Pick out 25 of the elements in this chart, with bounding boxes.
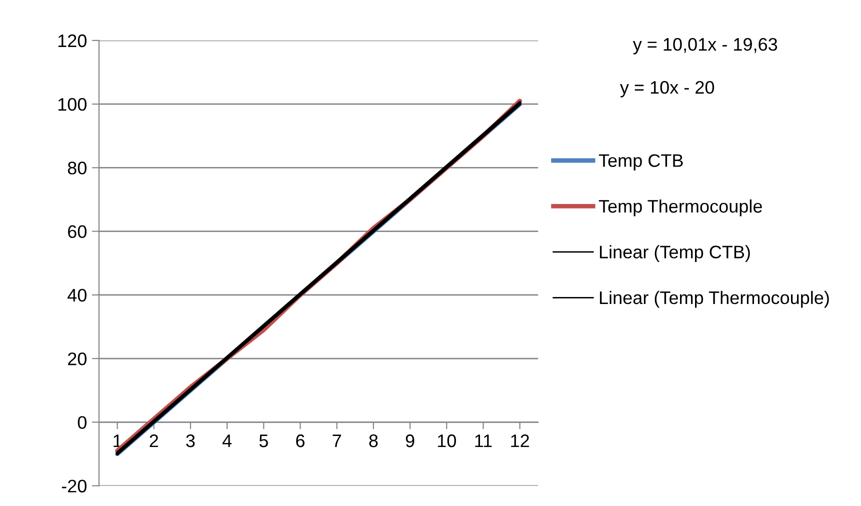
- text: y = 10x - 20: [620, 81, 714, 98]
- x-tick-label: 8: [369, 434, 378, 448]
- x-tick-label: 6: [296, 434, 304, 448]
- y-tick-label: 120: [58, 34, 87, 48]
- y-tick-label: 60: [68, 225, 87, 238]
- x-tick-label: 7: [332, 434, 341, 448]
- x-tick-label: 3: [186, 434, 195, 448]
- x-tick-label: 11: [475, 434, 492, 448]
- y-tick-label: 0: [78, 416, 87, 429]
- y-tick-label: 100: [58, 98, 87, 111]
- text: y = 10,01x - 19,63: [632, 38, 778, 54]
- x-tick-label: 4: [222, 434, 232, 448]
- x-tick-label: 2: [150, 434, 158, 448]
- x-tick-label: 10: [438, 434, 456, 448]
- y-tick-label: 20: [68, 352, 87, 366]
- x-tick-label: 12: [511, 434, 529, 448]
- x-tick-label: 5: [259, 434, 268, 448]
- x-tick-label: 9: [406, 434, 414, 448]
- legend-label: Linear (Temp Thermocouple): [600, 290, 829, 308]
- y-tick-label: 40: [68, 288, 87, 302]
- legend-label: Linear (Temp CTB): [600, 245, 750, 262]
- y-tick-label: -20: [62, 480, 87, 492]
- legend-label: Temp CTB: [598, 154, 683, 171]
- y-tick-label: 80: [68, 162, 87, 174]
- legend-label: Temp Thermocouple: [598, 199, 762, 216]
